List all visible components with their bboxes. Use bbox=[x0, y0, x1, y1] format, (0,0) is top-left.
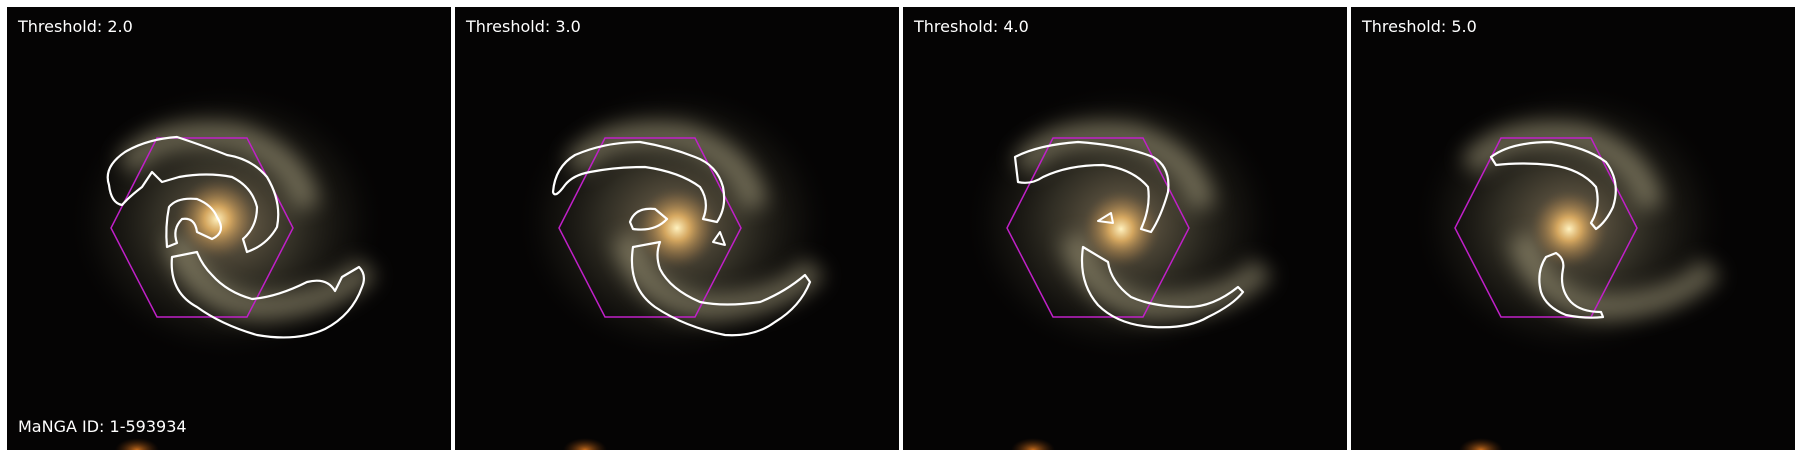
galaxy-image bbox=[963, 82, 1283, 450]
galaxy-panel-threshold-2: Threshold: 2.0 MaNGA ID: 1-593934 bbox=[7, 7, 451, 450]
galaxy-image bbox=[67, 82, 387, 450]
galaxy-panel-threshold-4: Threshold: 4.0 bbox=[903, 7, 1347, 450]
galaxy-image bbox=[1411, 82, 1731, 450]
galaxy-image bbox=[515, 82, 835, 450]
galaxy-panel-threshold-3: Threshold: 3.0 bbox=[455, 7, 899, 450]
galaxy-panel-threshold-5: Threshold: 5.0 bbox=[1351, 7, 1795, 450]
threshold-label: Threshold: 4.0 bbox=[914, 17, 1029, 36]
threshold-label: Threshold: 5.0 bbox=[1362, 17, 1477, 36]
threshold-label: Threshold: 2.0 bbox=[18, 17, 133, 36]
threshold-label: Threshold: 3.0 bbox=[466, 17, 581, 36]
manga-id-label: MaNGA ID: 1-593934 bbox=[18, 417, 187, 436]
